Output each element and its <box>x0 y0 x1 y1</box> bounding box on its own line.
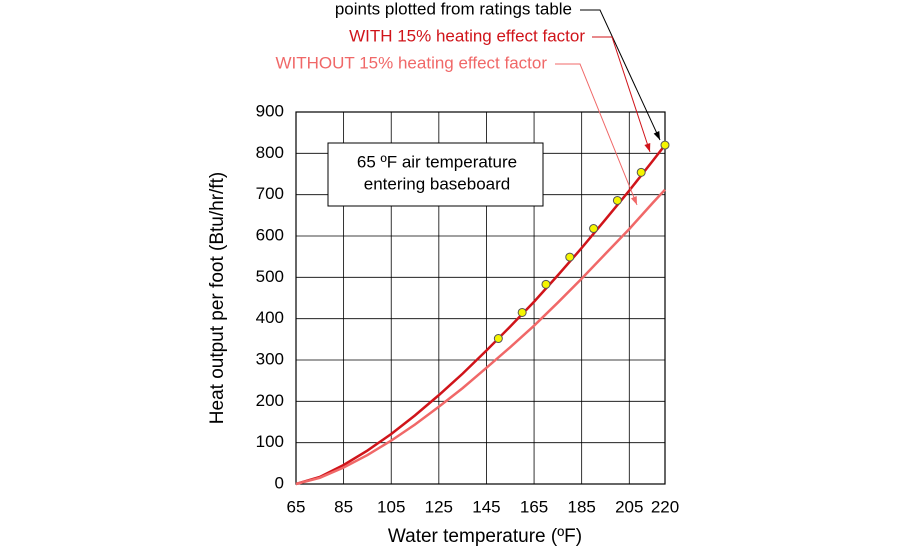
leader-line <box>555 63 638 206</box>
leader-line <box>580 9 661 141</box>
y-tick-label: 400 <box>256 308 284 327</box>
y-tick-label: 500 <box>256 267 284 286</box>
x-tick-label: 205 <box>615 497 643 516</box>
x-tick-label: 125 <box>425 497 453 516</box>
data-point <box>612 195 622 205</box>
data-point <box>565 252 575 262</box>
arrow-head <box>653 131 660 140</box>
data-point <box>589 224 599 234</box>
x-tick-label: 220 <box>651 497 679 516</box>
x-axis-label: Water temperature (ºF) <box>388 526 582 547</box>
y-tick-label: 200 <box>256 391 284 410</box>
x-tick-label: 165 <box>520 497 548 516</box>
y-tick-label: 100 <box>256 432 284 451</box>
data-point <box>541 279 551 289</box>
arrow-head <box>630 196 637 205</box>
x-tick-label: 65 <box>287 497 306 516</box>
x-tick-label: 85 <box>334 497 353 516</box>
x-tick-label: 105 <box>377 497 405 516</box>
arrow-head <box>644 143 651 152</box>
y-tick-label: 900 <box>256 101 284 120</box>
data-point <box>517 307 527 317</box>
legend-label: points plotted from ratings table <box>335 0 572 18</box>
y-tick-label: 800 <box>256 143 284 162</box>
annotation: 65 ºF air temperature <box>357 152 517 171</box>
data-point <box>660 140 670 150</box>
leader-line <box>592 36 651 153</box>
y-tick-label: 0 <box>275 473 284 492</box>
y-axis-label: Heat output per foot (Btu/hr/ft) <box>207 172 228 424</box>
annotation-box <box>327 142 544 207</box>
y-tick-label: 300 <box>256 349 284 368</box>
annotation: entering baseboard <box>364 174 511 193</box>
legend-label: WITHOUT 15% heating effect factor <box>276 53 548 72</box>
y-tick-label: 700 <box>256 184 284 203</box>
data-point <box>636 167 646 177</box>
x-tick-label: 145 <box>472 497 500 516</box>
series-line <box>295 188 666 486</box>
series-line <box>295 144 666 486</box>
legend-label: WITH 15% heating effect factor <box>349 26 585 45</box>
x-tick-label: 185 <box>567 497 595 516</box>
y-tick-label: 600 <box>256 225 284 244</box>
data-point <box>493 334 503 344</box>
